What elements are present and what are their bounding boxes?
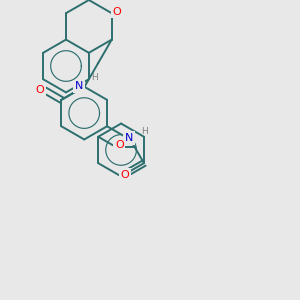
Text: H: H bbox=[91, 74, 98, 82]
Text: H: H bbox=[142, 127, 148, 136]
Text: O: O bbox=[121, 170, 129, 180]
Text: O: O bbox=[36, 85, 45, 95]
Text: O: O bbox=[115, 140, 124, 150]
Text: N: N bbox=[75, 81, 83, 92]
Text: O: O bbox=[113, 7, 122, 17]
Text: N: N bbox=[125, 133, 133, 143]
